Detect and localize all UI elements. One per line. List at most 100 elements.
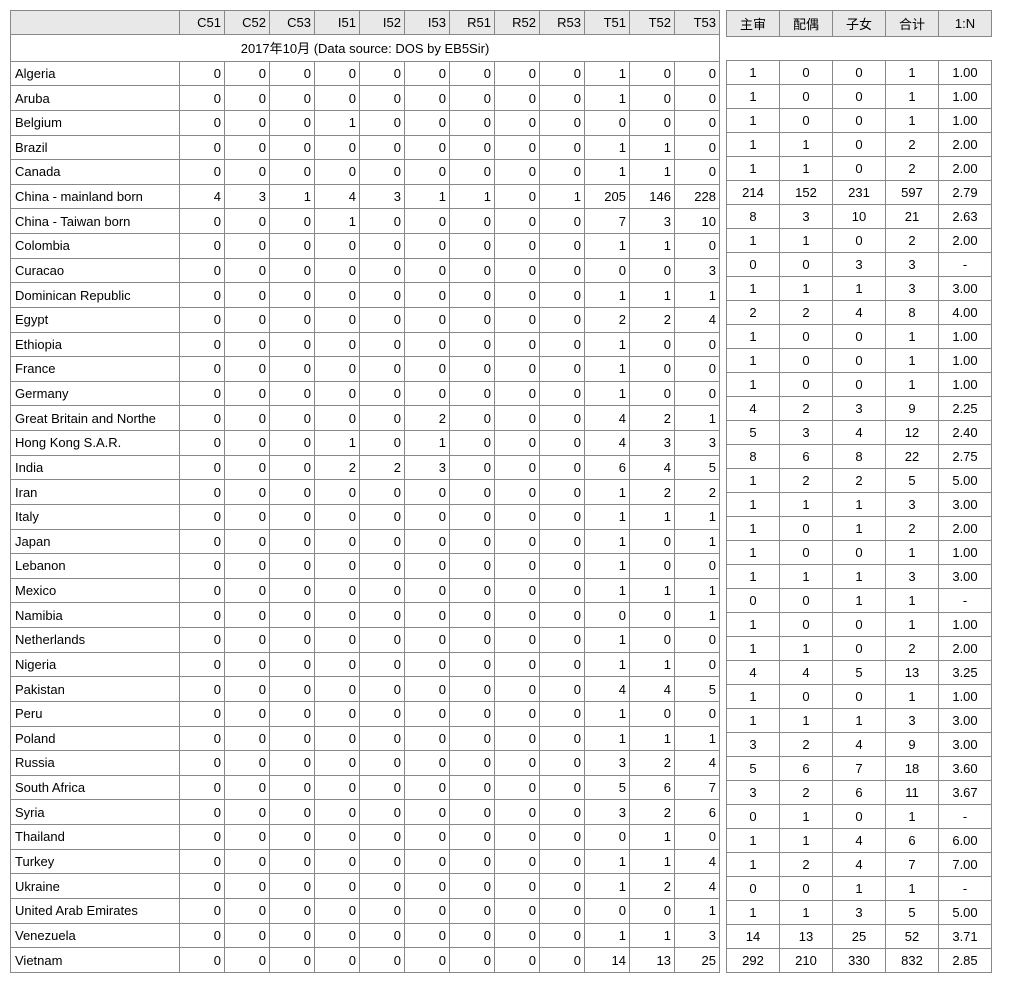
value-cell: 0	[360, 677, 405, 702]
value-cell: 0	[180, 332, 225, 357]
value-cell: 0	[180, 86, 225, 111]
summary-cell: 1.00	[939, 109, 992, 133]
value-cell: 2	[630, 480, 675, 505]
summary-cell: 3.00	[939, 493, 992, 517]
value-cell: 3	[585, 800, 630, 825]
value-cell: 3	[585, 751, 630, 776]
summary-cell: -	[939, 589, 992, 613]
summary-cell: 1	[886, 325, 939, 349]
summary-cell: 3	[886, 253, 939, 277]
table-row: Canada000000000110	[11, 160, 720, 185]
value-cell: 0	[360, 578, 405, 603]
summary-col-header: 配偶	[780, 11, 833, 37]
summary-cell: 1	[727, 157, 780, 181]
summary-col-header: 1:N	[939, 11, 992, 37]
value-cell: 0	[225, 529, 270, 554]
summary-cell: 3.71	[939, 925, 992, 949]
summary-cell: 3.25	[939, 661, 992, 685]
value-cell: 0	[270, 775, 315, 800]
value-cell: 6	[675, 800, 720, 825]
value-cell: 0	[360, 283, 405, 308]
summary-row: 2141522315972.79	[727, 181, 992, 205]
summary-cell: 0	[833, 61, 886, 85]
summary-total-cell: 832	[886, 949, 939, 973]
country-cell: India	[11, 455, 180, 480]
value-cell: 1	[585, 701, 630, 726]
summary-cell: 2	[780, 469, 833, 493]
value-cell: 0	[540, 578, 585, 603]
table-row: Thailand000000000010	[11, 825, 720, 850]
value-cell: 0	[270, 234, 315, 259]
summary-row: 22484.00	[727, 301, 992, 325]
value-cell: 0	[540, 283, 585, 308]
value-cell: 0	[360, 849, 405, 874]
table-row: Aruba000000000100	[11, 86, 720, 111]
value-cell: 0	[450, 898, 495, 923]
value-cell: 0	[225, 751, 270, 776]
value-cell: 3	[630, 209, 675, 234]
table-row: Pakistan000000000445	[11, 677, 720, 702]
value-cell: 0	[315, 603, 360, 628]
value-cell: 1	[630, 652, 675, 677]
value-cell: 0	[675, 357, 720, 382]
value-cell: 1	[585, 135, 630, 160]
value-cell: 0	[450, 948, 495, 973]
value-cell: 0	[540, 307, 585, 332]
summary-cell: 0	[833, 133, 886, 157]
value-cell: 0	[630, 529, 675, 554]
value-cell: 0	[225, 135, 270, 160]
value-cell: 0	[270, 825, 315, 850]
value-cell: 0	[180, 160, 225, 185]
table-row: Belgium000100000000	[11, 110, 720, 135]
summary-cell: 8	[727, 205, 780, 229]
value-cell: 0	[450, 775, 495, 800]
country-cell: Brazil	[11, 135, 180, 160]
summary-cell: 13	[780, 925, 833, 949]
value-cell: 0	[495, 554, 540, 579]
value-cell: 0	[225, 628, 270, 653]
value-cell: 0	[180, 135, 225, 160]
summary-cell: 3	[886, 709, 939, 733]
table-row: Netherlands000000000100	[11, 628, 720, 653]
value-cell: 1	[585, 849, 630, 874]
value-cell: 0	[450, 554, 495, 579]
value-cell: 0	[315, 332, 360, 357]
summary-cell: 3	[780, 205, 833, 229]
value-cell: 0	[360, 160, 405, 185]
value-cell: 0	[180, 677, 225, 702]
summary-cell: 5	[727, 421, 780, 445]
value-cell: 0	[540, 357, 585, 382]
summary-cell: 3.00	[939, 733, 992, 757]
value-cell: 0	[675, 554, 720, 579]
value-cell: 0	[225, 652, 270, 677]
table-row: Japan000000000101	[11, 529, 720, 554]
col-header-R52: R52	[495, 11, 540, 35]
summary-cell: 6.00	[939, 829, 992, 853]
summary-cell: 0	[833, 685, 886, 709]
summary-cell: 4.00	[939, 301, 992, 325]
country-cell: Iran	[11, 480, 180, 505]
value-cell: 0	[315, 504, 360, 529]
value-cell: 0	[540, 726, 585, 751]
table-row: India000223000645	[11, 455, 720, 480]
value-cell: 0	[315, 307, 360, 332]
summary-cell: 2	[780, 853, 833, 877]
value-cell: 0	[270, 800, 315, 825]
value-cell: 0	[315, 775, 360, 800]
value-cell: 0	[540, 775, 585, 800]
value-cell: 0	[450, 603, 495, 628]
value-cell: 0	[180, 775, 225, 800]
summary-cell: 3	[833, 253, 886, 277]
value-cell: 0	[495, 431, 540, 456]
summary-cell: 2.75	[939, 445, 992, 469]
summary-cell: 1	[727, 373, 780, 397]
value-cell: 0	[180, 110, 225, 135]
value-cell: 0	[675, 86, 720, 111]
value-cell: 0	[270, 406, 315, 431]
value-cell: 0	[450, 529, 495, 554]
summary-row: 32493.00	[727, 733, 992, 757]
value-cell: 0	[315, 825, 360, 850]
value-cell: 0	[405, 800, 450, 825]
value-cell: 0	[450, 357, 495, 382]
value-cell: 0	[495, 504, 540, 529]
